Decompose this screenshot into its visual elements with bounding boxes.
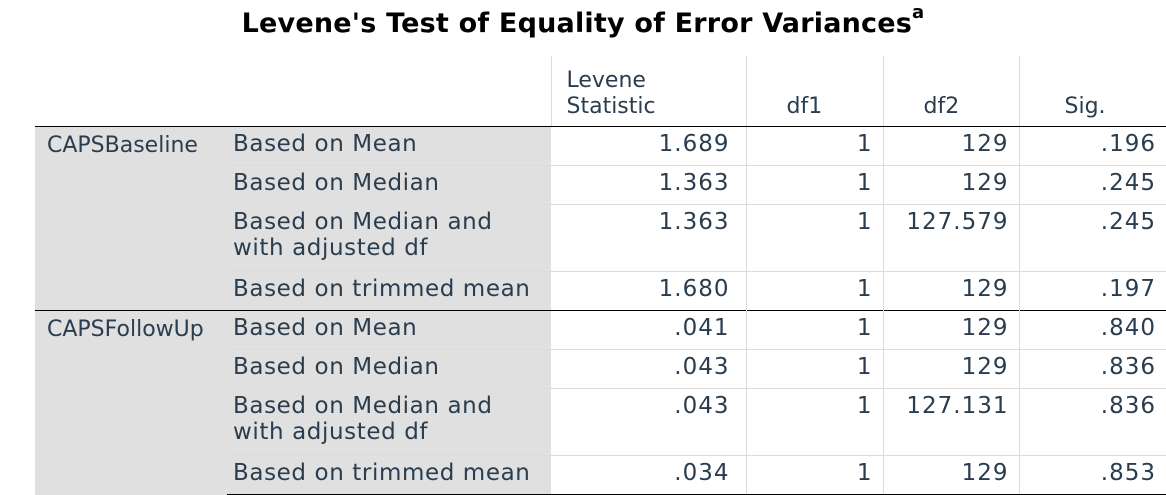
- table-row: Based on Median 1.363 1 129 .245: [35, 165, 1166, 205]
- header-levene-line1: Levene: [566, 68, 646, 93]
- df2-cell: 129: [882, 455, 1019, 495]
- df1-cell: 1: [745, 455, 883, 495]
- sig-cell: .836: [1018, 349, 1166, 389]
- levene-statistic-cell: .034: [551, 455, 746, 495]
- levene-table: Levene Statistic df1 df2 Sig. CAPSBaseli…: [35, 56, 1166, 495]
- table-row: Based on trimmed mean .034 1 129 .853: [35, 455, 1166, 495]
- row-basis-label-line2: with adjusted df: [233, 235, 429, 261]
- row-basis-label: Based on Mean: [227, 126, 551, 166]
- header-df2: df2: [882, 56, 1019, 127]
- sig-cell: .245: [1018, 204, 1166, 272]
- table-row: CAPSBaseline Based on Mean 1.689 1 129 .…: [35, 126, 1166, 311]
- df1-cell: 1: [745, 388, 883, 456]
- df2-cell: 129: [882, 310, 1019, 350]
- df2-cell: 129: [882, 165, 1019, 205]
- df1-cell: 1: [745, 165, 883, 205]
- df2-cell: 129: [882, 271, 1019, 311]
- header-levene-line2: Statistic: [566, 94, 656, 119]
- table-title-text: Levene's Test of Equality of Error Varia…: [241, 8, 913, 39]
- levene-statistic-cell: 1.363: [551, 165, 746, 205]
- levene-statistic-cell: .041: [551, 310, 746, 350]
- row-basis-label: Based on trimmed mean: [227, 455, 551, 495]
- levene-statistic-cell: .043: [551, 388, 746, 456]
- levene-statistic-cell: 1.689: [551, 126, 746, 166]
- row-basis-label: Based on Median and with adjusted df: [227, 204, 551, 272]
- header-df1: df1: [745, 56, 883, 127]
- df1-cell: 1: [745, 126, 883, 166]
- sig-cell: .853: [1018, 455, 1166, 495]
- table-row: Based on Median .043 1 129 .836: [35, 349, 1166, 389]
- table-row: CAPSFollowUp Based on Mean .041 1 129 .8…: [35, 310, 1166, 495]
- df2-cell: 127.131: [882, 388, 1019, 456]
- title-footnote-marker: a: [912, 2, 925, 23]
- row-group-label: CAPSBaseline: [35, 126, 227, 311]
- table-row: Based on Median and with adjusted df .04…: [35, 388, 1166, 456]
- sig-cell: .840: [1018, 310, 1166, 350]
- levene-statistic-cell: 1.363: [551, 204, 746, 272]
- row-basis-label-line1: Based on Median and: [233, 393, 493, 419]
- header-levene-statistic: Levene Statistic: [550, 56, 746, 127]
- sig-cell: .196: [1018, 126, 1166, 166]
- df2-cell: 127.579: [882, 204, 1019, 272]
- row-basis-label: Based on trimmed mean: [227, 271, 551, 311]
- levene-table-container: Levene Statistic df1 df2 Sig. CAPSBaseli…: [35, 56, 1166, 495]
- df2-cell: 129: [882, 349, 1019, 389]
- sig-cell: .197: [1018, 271, 1166, 311]
- sig-cell: .245: [1018, 165, 1166, 205]
- row-basis-label: Based on Median and with adjusted df: [227, 388, 551, 456]
- levene-statistic-cell: 1.680: [551, 271, 746, 311]
- header-blank-basis: [227, 56, 551, 127]
- row-basis-label: Based on Mean: [227, 310, 551, 350]
- row-basis-label-line1: Based on Median and: [233, 209, 493, 235]
- sig-cell: .836: [1018, 388, 1166, 456]
- row-basis-label-line2: with adjusted df: [233, 419, 429, 445]
- df1-cell: 1: [745, 271, 883, 311]
- levene-statistic-cell: .043: [551, 349, 746, 389]
- row-group-label: CAPSFollowUp: [35, 310, 227, 495]
- df1-cell: 1: [745, 204, 883, 272]
- table-row: Based on trimmed mean 1.680 1 129 .197: [35, 271, 1166, 311]
- row-basis-label: Based on Median: [227, 165, 551, 205]
- df1-cell: 1: [745, 349, 883, 389]
- header-blank-variable: [35, 56, 227, 127]
- table-row: Based on Median and with adjusted df 1.3…: [35, 204, 1166, 272]
- header-row: Levene Statistic df1 df2 Sig.: [35, 56, 1166, 127]
- row-basis-label: Based on Median: [227, 349, 551, 389]
- df1-cell: 1: [745, 310, 883, 350]
- table-title: Levene's Test of Equality of Error Varia…: [0, 2, 1166, 39]
- df2-cell: 129: [882, 126, 1019, 166]
- header-sig: Sig.: [1018, 56, 1166, 127]
